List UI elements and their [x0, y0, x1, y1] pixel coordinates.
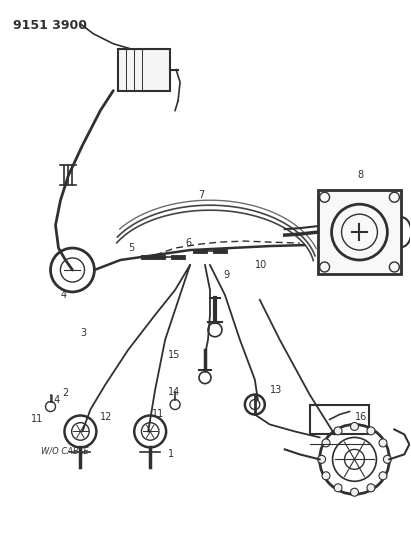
Circle shape	[334, 484, 342, 492]
Text: 8: 8	[358, 171, 364, 180]
Text: 2: 2	[62, 387, 69, 398]
Text: 15: 15	[168, 350, 180, 360]
Text: 14: 14	[168, 386, 180, 397]
Text: 11: 11	[30, 415, 43, 424]
FancyBboxPatch shape	[318, 190, 401, 274]
Circle shape	[351, 423, 358, 431]
Text: 4: 4	[60, 290, 67, 300]
Circle shape	[367, 427, 375, 435]
Circle shape	[383, 455, 391, 463]
FancyBboxPatch shape	[118, 49, 170, 91]
Text: 16: 16	[355, 413, 367, 423]
Text: 9151 3900: 9151 3900	[13, 19, 87, 32]
Text: 5: 5	[128, 243, 134, 253]
Text: 1: 1	[168, 449, 174, 459]
Text: 9: 9	[223, 270, 229, 280]
Circle shape	[318, 455, 326, 463]
Text: 3: 3	[81, 328, 87, 338]
Text: 7: 7	[198, 190, 204, 200]
Circle shape	[367, 484, 375, 492]
Text: 11: 11	[152, 409, 164, 419]
Circle shape	[334, 427, 342, 435]
Text: 10: 10	[255, 260, 267, 270]
Text: W/O CABLE: W/O CABLE	[41, 447, 88, 456]
Circle shape	[379, 472, 387, 480]
Text: 13: 13	[270, 385, 282, 394]
Text: 6: 6	[185, 238, 191, 248]
Circle shape	[351, 488, 358, 496]
Circle shape	[322, 439, 330, 447]
Circle shape	[322, 472, 330, 480]
Text: 14: 14	[48, 394, 61, 405]
Text: 12: 12	[100, 413, 113, 423]
Circle shape	[379, 439, 387, 447]
